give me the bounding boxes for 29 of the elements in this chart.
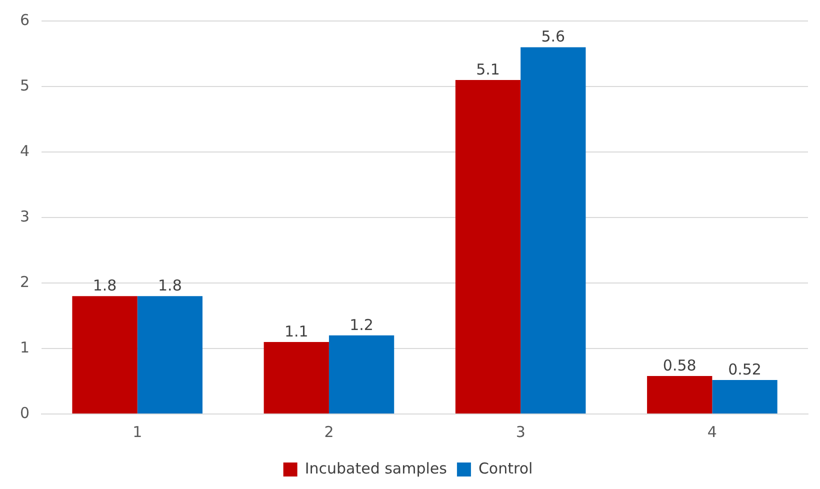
x-tick-label: 2	[324, 422, 334, 441]
data-label: 1.8	[92, 276, 117, 294]
data-label: 1.8	[158, 276, 182, 294]
bar	[264, 342, 329, 414]
y-tick-label: 0	[20, 404, 30, 422]
bar	[72, 296, 138, 414]
y-tick-label: 5	[20, 76, 30, 94]
x-tick-label: 3	[516, 422, 526, 441]
bar	[328, 335, 394, 414]
data-label: 5.6	[541, 28, 566, 46]
y-tick-label: 1	[20, 338, 30, 356]
x-tick-label: 1	[132, 422, 142, 441]
bar	[647, 376, 712, 414]
data-label: 5.1	[476, 60, 500, 78]
bar	[137, 296, 202, 414]
data-label: 0.58	[662, 356, 696, 374]
data-label: 0.52	[728, 360, 762, 378]
legend-label: Control	[478, 459, 533, 478]
x-tick-label: 4	[707, 422, 717, 441]
y-tick-label: 4	[20, 142, 30, 160]
data-label: 1.1	[284, 322, 308, 340]
bar	[712, 380, 778, 414]
bar	[455, 80, 521, 414]
y-tick-label: 6	[20, 10, 30, 29]
bar	[520, 47, 586, 414]
y-tick-label: 3	[20, 207, 30, 226]
data-label: 1.2	[350, 316, 374, 334]
legend-label: Incubated samples	[304, 459, 448, 478]
y-tick-label: 2	[20, 272, 30, 291]
